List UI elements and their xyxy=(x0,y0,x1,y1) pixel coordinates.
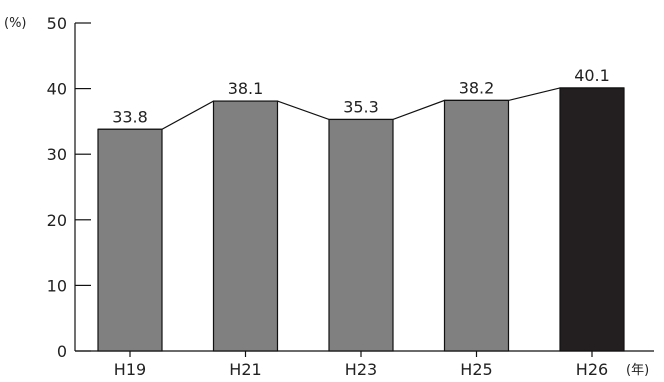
bars-group xyxy=(97,87,625,352)
data-label: 38.1 xyxy=(228,79,264,98)
labels-group: H19 33.8 H21 38.1 H23 35.3 H25 38.2 H26 40.1 xyxy=(112,66,610,379)
y-tick-label: 0 xyxy=(57,342,67,361)
data-label: 33.8 xyxy=(112,107,148,126)
y-tick-label: 40 xyxy=(47,80,67,99)
axes: 0 10 20 30 40 50 xyxy=(47,14,654,361)
x-unit-label: (年) xyxy=(626,363,649,378)
x-tick-label: H25 xyxy=(460,360,492,378)
data-label: 40.1 xyxy=(574,66,610,85)
bar-h25 xyxy=(443,99,510,352)
y-unit-label: (%) xyxy=(4,16,27,31)
data-label: 38.2 xyxy=(459,78,495,97)
x-tick-label: H21 xyxy=(229,360,261,378)
bar-h26 xyxy=(559,87,625,352)
y-tick-label: 30 xyxy=(47,145,67,164)
y-tick-label: 10 xyxy=(47,276,67,295)
x-tick-label: H19 xyxy=(114,360,146,378)
y-tick-label: 20 xyxy=(47,211,67,230)
bar-h19 xyxy=(97,128,163,352)
y-tick-label: 50 xyxy=(47,14,67,33)
bar-h23 xyxy=(328,118,394,352)
x-tick-label: H23 xyxy=(345,360,377,378)
bar-h21 xyxy=(212,100,279,352)
x-tick-label: H26 xyxy=(576,360,608,378)
data-label: 35.3 xyxy=(343,97,379,116)
